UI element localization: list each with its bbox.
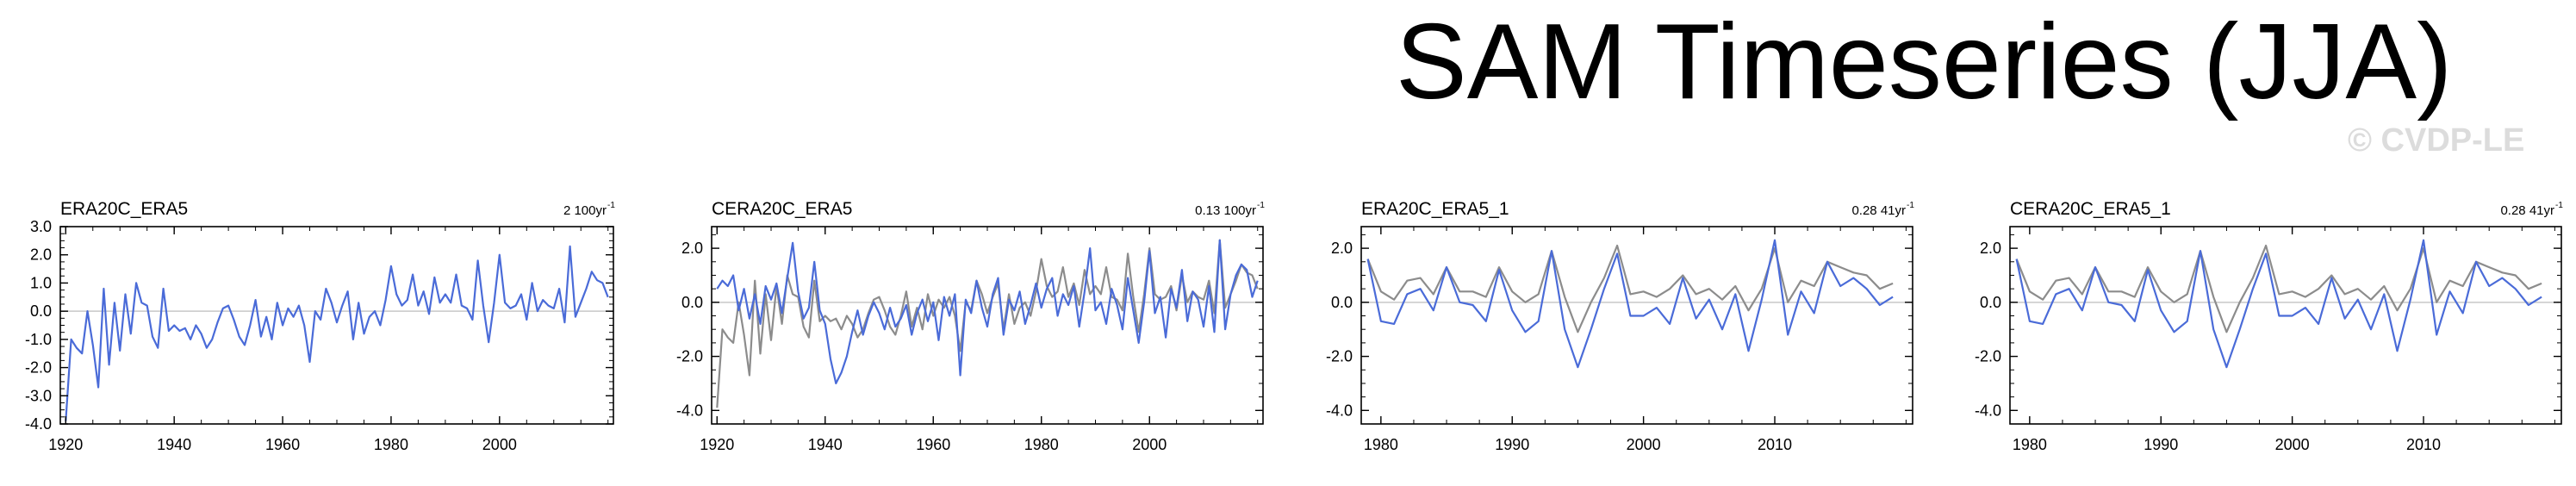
y-tick-label: 2.0 <box>30 246 52 264</box>
x-tick-label: 2000 <box>482 436 517 453</box>
y-tick-label: 2.0 <box>1331 240 1353 257</box>
y-tick-label: -2.0 <box>676 348 703 365</box>
page-title: SAM Timeseries (JJA) <box>1396 3 2453 122</box>
chart-panel-1: -4.0 -3.0 -2.0 -1.0 0.0 1.0 2.0 3.0 1920 1940 1960… <box>25 199 615 453</box>
y-tick-label: -4.0 <box>25 415 52 433</box>
y-tick-label: 0.0 <box>1980 294 2001 311</box>
series-line-1 <box>1366 244 1894 333</box>
subtitle-right: 2 100yr <box>563 203 607 218</box>
y-tick-label: 3.0 <box>30 218 52 235</box>
chart-panel-4: -4.0 -2.0 0.0 2.0 1980 1990 2000 2010 CERA20C_ER… <box>1975 199 2563 453</box>
subtitle-right-sup: -1 <box>1257 201 1265 210</box>
x-tick-label: 1940 <box>157 436 191 453</box>
x-tick-label: 2000 <box>1132 436 1167 453</box>
subtitle-right: 0.28 41yr <box>1851 203 1906 218</box>
chart-panel-2: -4.0 -2.0 0.0 2.0 1920 1940 1960 1980 2000 CERA20… <box>676 199 1265 453</box>
plot-frame <box>59 226 614 425</box>
y-tick-label: 2.0 <box>1980 240 2001 257</box>
x-tick-label: 1980 <box>1024 436 1059 453</box>
subtitle-right: 0.13 100yr <box>1195 203 1256 218</box>
y-tick-label: -4.0 <box>1975 402 2001 419</box>
y-tick-label: -2.0 <box>1326 348 1353 365</box>
x-tick-label: 2000 <box>1627 436 1661 453</box>
subtitle-left: ERA20C_ERA5_1 <box>1361 199 1509 219</box>
x-tick-label: 2010 <box>1758 436 1792 453</box>
x-tick-label: 1920 <box>48 436 83 453</box>
copyright-watermark: © CVDP-LE <box>2348 122 2525 159</box>
subtitle-right-sup: -1 <box>1907 201 1914 210</box>
y-tick-label: -1.0 <box>25 331 52 348</box>
x-tick-label: 1960 <box>916 436 950 453</box>
series-line-2 <box>1366 239 1894 369</box>
series-line-1 <box>65 245 609 421</box>
subtitle-right-sup: -1 <box>2555 201 2563 210</box>
subtitle-left: CERA20C_ERA5 <box>712 199 852 219</box>
y-tick-label: -4.0 <box>1326 402 1353 419</box>
y-tick-label: -3.0 <box>25 387 52 404</box>
subtitle-right: 0.28 41yr <box>2500 203 2554 218</box>
y-tick-label: 0.0 <box>681 294 703 311</box>
y-tick-label: -2.0 <box>25 359 52 377</box>
x-tick-label: 1920 <box>700 436 734 453</box>
x-tick-label: 2010 <box>2406 436 2441 453</box>
x-tick-label: 1980 <box>2013 436 2047 453</box>
x-tick-label: 2000 <box>2275 436 2310 453</box>
subtitle-right-sup: -1 <box>607 201 615 210</box>
y-tick-label: -2.0 <box>1975 348 2001 365</box>
plot-frame <box>2009 226 2562 425</box>
y-tick-label: 1.0 <box>30 274 52 291</box>
x-tick-label: 1980 <box>374 436 408 453</box>
series-line-2 <box>2015 239 2542 369</box>
subtitle-left: ERA20C_ERA5 <box>60 199 188 219</box>
series-line-1 <box>716 239 1259 408</box>
x-tick-label: 1940 <box>808 436 843 453</box>
subtitle-left: CERA20C_ERA5_1 <box>2010 199 2171 219</box>
y-tick-label: 2.0 <box>681 240 703 257</box>
y-tick-label: -4.0 <box>676 402 703 419</box>
chart-panel-3: -4.0 -2.0 0.0 2.0 1980 1990 2000 2010 ERA20C_ERA… <box>1326 199 1914 453</box>
y-tick-label: 0.0 <box>1331 294 1353 311</box>
y-tick-label: 0.0 <box>30 302 52 320</box>
x-tick-label: 1960 <box>265 436 300 453</box>
series-line-1 <box>2015 244 2542 333</box>
x-tick-label: 1990 <box>2144 436 2178 453</box>
x-tick-label: 1980 <box>1364 436 1398 453</box>
series-line-2 <box>716 239 1259 384</box>
x-tick-label: 1990 <box>1495 436 1529 453</box>
plot-frame <box>1360 226 1913 425</box>
